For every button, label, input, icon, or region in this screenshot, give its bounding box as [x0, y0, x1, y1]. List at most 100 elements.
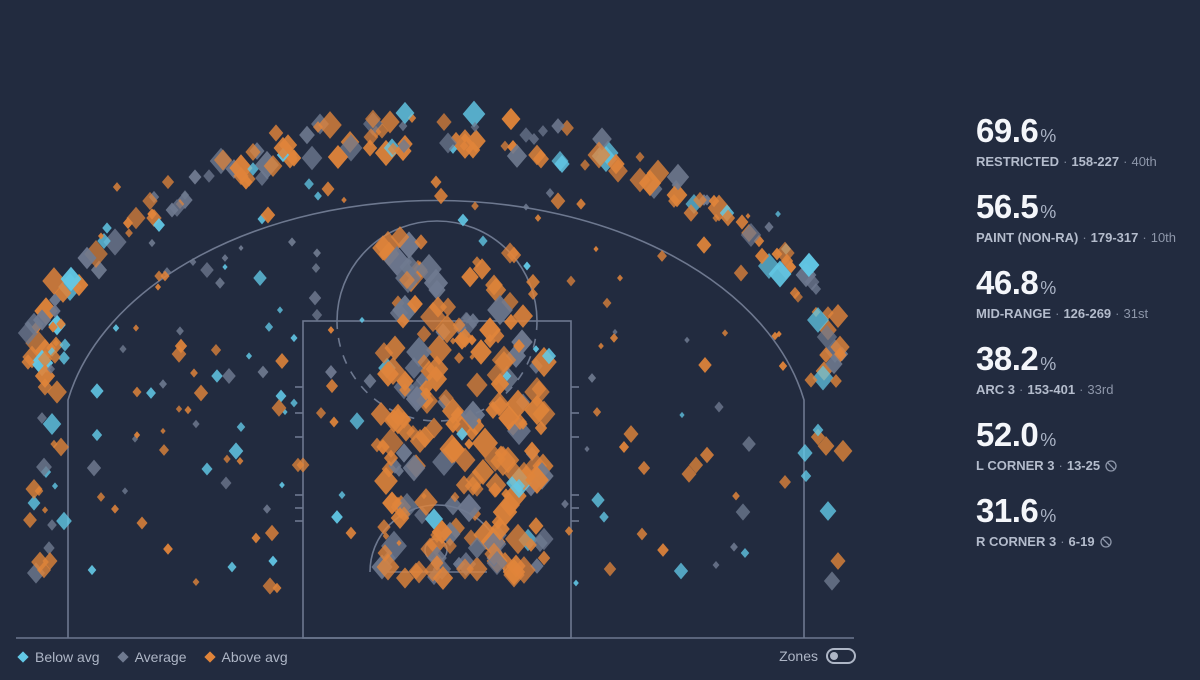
shot-marker: [780, 253, 794, 269]
shot-marker: [424, 508, 444, 530]
shot-marker: [200, 262, 214, 278]
shot-marker: [327, 144, 349, 170]
shot-marker: [776, 330, 782, 338]
shot-marker: [264, 524, 280, 542]
shot-marker: [102, 222, 112, 234]
shot-marker: [576, 198, 586, 210]
stat-rank: 10th: [1150, 230, 1177, 245]
stat-unit: %: [1040, 202, 1057, 222]
ban-icon: [1099, 535, 1112, 548]
shot-marker: [390, 507, 410, 529]
shot-marker: [745, 213, 751, 219]
shot-marker: [592, 407, 602, 417]
stat-arc-3: 38.2% ARC 3 · 153-401 · 33rd: [976, 340, 1200, 416]
shot-marker: [564, 526, 574, 536]
free-throw-circle: [336, 220, 538, 322]
shot-marker: [456, 493, 482, 523]
shot-marker: [414, 488, 438, 516]
shot-marker: [764, 221, 774, 233]
stat-value: 52.0: [976, 416, 1039, 453]
shot-marker: [817, 436, 835, 456]
shot-marker: [800, 469, 812, 483]
shot-marker: [380, 110, 400, 134]
shot-marker: [201, 462, 213, 476]
shot-marker: [439, 297, 457, 317]
shot-marker: [25, 329, 49, 357]
shot-marker: [430, 555, 444, 571]
shot-marker: [463, 529, 479, 547]
shot-marker: [584, 445, 590, 453]
shot-marker: [587, 373, 597, 383]
shot-marker: [506, 246, 522, 264]
shot-marker: [830, 552, 846, 570]
shot-marker: [262, 577, 278, 595]
shot-marker: [771, 247, 783, 261]
shot-marker: [467, 334, 477, 346]
shot-marker: [775, 241, 795, 265]
shot-marker: [90, 383, 104, 399]
shot-marker: [268, 124, 284, 142]
shot-marker: [381, 460, 397, 478]
shot-marker: [257, 365, 269, 379]
shot-marker: [789, 286, 801, 300]
shot-marker: [268, 555, 278, 567]
shot-marker: [526, 273, 540, 291]
shot-marker: [591, 492, 605, 508]
shot-marker: [732, 491, 740, 501]
zones-control: Zones: [779, 648, 856, 664]
shot-marker: [329, 416, 339, 428]
shot-marker: [501, 107, 521, 131]
shot-marker: [119, 344, 127, 354]
legend-label: Average: [134, 649, 187, 665]
shot-marker: [466, 556, 488, 582]
shot-marker: [189, 258, 197, 266]
stat-unit: %: [1040, 430, 1057, 450]
zones-toggle[interactable]: [826, 648, 856, 664]
shot-marker: [740, 222, 762, 248]
shot-marker: [819, 501, 837, 521]
shot-marker: [345, 526, 357, 540]
shot-marker: [459, 140, 469, 152]
shot-marker: [491, 514, 505, 530]
shot-marker: [490, 517, 510, 541]
shot-marker: [602, 297, 612, 309]
shot-marker: [804, 273, 820, 291]
shot-marker: [506, 144, 528, 168]
shot-marker: [479, 317, 501, 343]
shot-marker: [176, 326, 184, 336]
shot-marker: [56, 511, 72, 531]
shot-marker: [229, 154, 253, 182]
shot-marker: [313, 248, 321, 258]
shot-marker: [136, 516, 148, 530]
shot-marker: [125, 228, 133, 238]
shot-marker: [378, 428, 404, 458]
stat-zone: PAINT (NON-RA): [976, 230, 1079, 245]
shot-marker: [530, 558, 544, 574]
shot-marker: [26, 562, 46, 584]
shot-marker: [696, 236, 712, 254]
shot-marker: [420, 537, 440, 561]
shot-marker: [471, 201, 479, 211]
shot-marker: [532, 149, 550, 169]
shot-marker: [537, 550, 551, 566]
shot-marker: [425, 355, 449, 383]
shot-marker: [160, 427, 166, 435]
shot-marker: [421, 492, 427, 500]
shot-marker: [598, 342, 604, 350]
shot-marker: [111, 504, 119, 514]
shot-marker: [522, 203, 530, 211]
shot-marker: [461, 266, 479, 288]
shot-marker: [192, 577, 200, 587]
shot-marker: [629, 167, 651, 193]
shot-marker: [37, 412, 47, 424]
stat-zone: ARC 3: [976, 382, 1016, 397]
shot-marker: [41, 506, 49, 514]
below-avg-swatch-icon: [17, 651, 29, 663]
shot-marker: [527, 288, 539, 300]
shot-marker: [399, 270, 415, 290]
shot-marker: [382, 491, 402, 515]
shot-marker: [299, 125, 315, 145]
shot-marker: [712, 560, 720, 570]
shot-marker: [684, 336, 690, 344]
shot-marker: [192, 419, 200, 429]
